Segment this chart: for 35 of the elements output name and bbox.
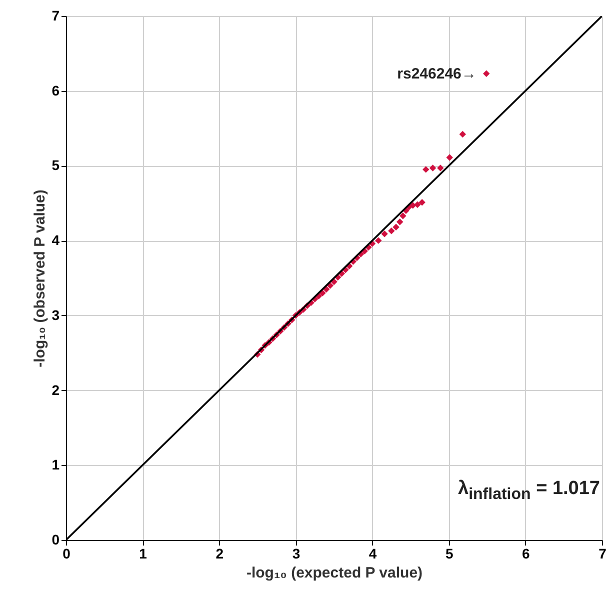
y-tick-label: 7: [52, 8, 60, 24]
point: [375, 237, 382, 244]
x-tick-label: 5: [445, 546, 454, 562]
annotation: λ$_{inflation}$ = 1.017: [458, 478, 600, 504]
x-tick-label: 3: [292, 546, 300, 562]
x-tick-label: 2: [216, 546, 224, 562]
point: [429, 164, 436, 172]
point: [392, 224, 400, 230]
y-tick-label: 5: [52, 157, 60, 174]
y-tick-label: 1: [52, 456, 60, 473]
point: [396, 218, 404, 226]
point: [388, 227, 395, 234]
annotation: rs246246→: [397, 66, 476, 83]
point: [330, 278, 338, 286]
point: [459, 130, 466, 138]
y-tick-label: 4: [52, 232, 60, 248]
point: [400, 212, 406, 220]
point: [437, 164, 444, 172]
point: [483, 70, 490, 77]
x-tick-label: 1: [139, 546, 148, 562]
y-tick-label: 6: [52, 82, 60, 98]
y-tick-label: 2: [52, 382, 60, 398]
y-axis-title: -log₁₀ (observed P value): [32, 190, 49, 368]
x-tick-label: 6: [522, 546, 530, 562]
point: [418, 199, 426, 206]
x-tick-label: 0: [62, 546, 71, 562]
x-tick-label: 4: [368, 546, 377, 562]
y-tick-label: 0: [52, 532, 60, 548]
point: [414, 201, 421, 208]
point: [422, 166, 430, 173]
x-tick-label: 7: [598, 546, 607, 562]
point: [446, 154, 453, 161]
y-tick-label: 3: [52, 306, 60, 323]
point: [381, 230, 388, 238]
x-axis-title: -log₁₀ (expected P value): [246, 564, 423, 582]
